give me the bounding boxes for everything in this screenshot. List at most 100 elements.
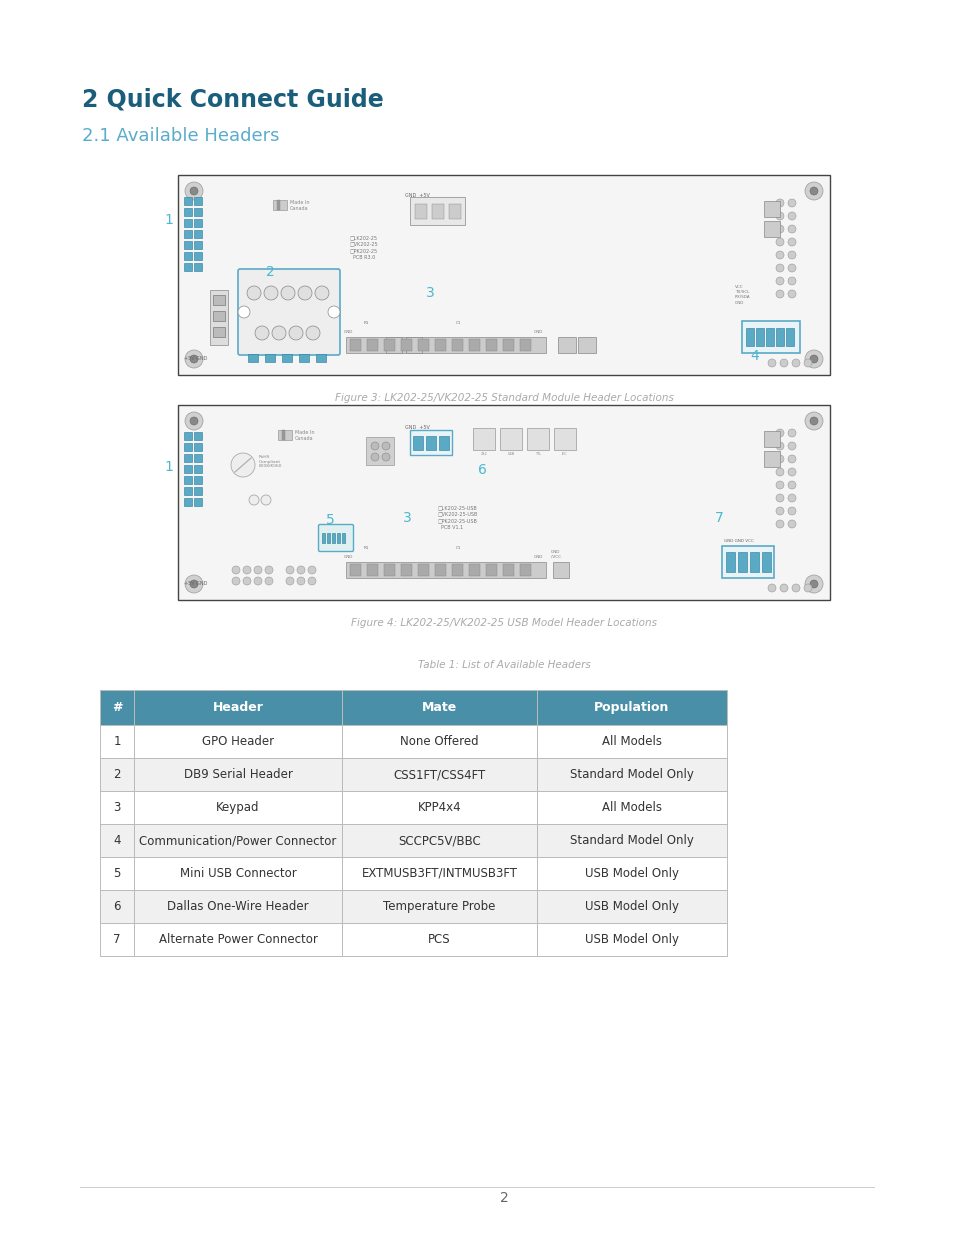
Text: EXTMUSB3FT/INTMUSB3FT: EXTMUSB3FT/INTMUSB3FT	[361, 867, 517, 881]
Bar	[100, 890, 133, 923]
Text: 2: 2	[113, 768, 121, 781]
Bar	[193, 241, 202, 249]
Bar	[775, 329, 783, 346]
Bar	[415, 204, 427, 219]
Text: Population: Population	[594, 701, 669, 714]
Bar	[193, 454, 202, 462]
Text: 2: 2	[266, 266, 274, 279]
Bar	[755, 329, 763, 346]
Circle shape	[809, 417, 817, 425]
Text: 3: 3	[113, 802, 121, 814]
Text: PCS: PCS	[428, 932, 451, 946]
Bar	[213, 327, 225, 337]
Bar	[741, 321, 800, 353]
Bar	[537, 725, 726, 758]
Text: □LK202-25
□VK202-25
□PK202-25
  PCB R3.0: □LK202-25 □VK202-25 □PK202-25 PCB R3.0	[350, 235, 378, 259]
Bar	[410, 198, 464, 225]
Circle shape	[265, 577, 273, 585]
Bar	[417, 338, 429, 351]
Bar	[193, 230, 202, 238]
Bar	[315, 354, 326, 362]
Bar	[100, 690, 133, 725]
Text: 4: 4	[113, 834, 121, 847]
Bar	[133, 890, 341, 923]
Bar	[193, 487, 202, 495]
Circle shape	[185, 576, 203, 593]
Circle shape	[787, 520, 795, 529]
Bar	[210, 290, 228, 345]
Bar	[721, 546, 773, 578]
Bar	[133, 857, 341, 890]
Bar	[100, 923, 133, 956]
Bar	[400, 564, 412, 576]
Bar	[473, 429, 495, 450]
Text: Standard Model Only: Standard Model Only	[570, 834, 693, 847]
Circle shape	[775, 520, 783, 529]
Text: 1: 1	[164, 459, 172, 474]
Circle shape	[775, 468, 783, 475]
Circle shape	[775, 480, 783, 489]
Circle shape	[791, 584, 800, 592]
Bar	[537, 824, 726, 857]
Text: 3: 3	[402, 511, 412, 525]
Circle shape	[286, 566, 294, 574]
Circle shape	[804, 182, 822, 200]
Circle shape	[247, 287, 261, 300]
Circle shape	[775, 199, 783, 207]
Text: 2 Quick Connect Guide: 2 Quick Connect Guide	[82, 86, 383, 111]
Text: 5: 5	[326, 513, 335, 527]
Circle shape	[185, 182, 203, 200]
Bar	[193, 432, 202, 440]
Circle shape	[232, 566, 240, 574]
Bar	[537, 857, 726, 890]
Bar	[432, 204, 443, 219]
Bar	[193, 198, 202, 205]
Bar	[322, 534, 325, 543]
Text: C1: C1	[456, 321, 461, 325]
Bar	[406, 337, 421, 353]
Circle shape	[254, 326, 269, 340]
Text: 7: 7	[113, 932, 121, 946]
Circle shape	[791, 359, 800, 367]
Text: GND: GND	[534, 555, 543, 559]
Circle shape	[787, 494, 795, 501]
Bar	[193, 207, 202, 216]
Circle shape	[371, 442, 378, 450]
Text: GND  +5V: GND +5V	[405, 193, 430, 198]
Circle shape	[775, 442, 783, 450]
Text: None Offered: None Offered	[399, 735, 478, 748]
Circle shape	[190, 354, 198, 363]
Text: Made In
Canada: Made In Canada	[290, 200, 309, 211]
Bar	[336, 534, 339, 543]
Text: Standard Model Only: Standard Model Only	[570, 768, 693, 781]
Circle shape	[286, 577, 294, 585]
Circle shape	[780, 584, 787, 592]
Circle shape	[787, 238, 795, 246]
Bar	[100, 824, 133, 857]
Text: CSS1FT/CSS4FT: CSS1FT/CSS4FT	[393, 768, 485, 781]
Bar	[499, 429, 521, 450]
Bar	[133, 758, 341, 790]
Circle shape	[775, 264, 783, 272]
Circle shape	[787, 225, 795, 233]
Bar	[184, 466, 192, 473]
Bar	[738, 552, 746, 572]
Circle shape	[190, 580, 198, 588]
Circle shape	[265, 566, 273, 574]
Circle shape	[809, 186, 817, 195]
Circle shape	[249, 495, 258, 505]
Text: SCCPC5V/BBC: SCCPC5V/BBC	[397, 834, 480, 847]
Bar	[763, 431, 780, 447]
Text: 6: 6	[477, 463, 486, 477]
Circle shape	[185, 350, 203, 368]
Bar	[554, 429, 576, 450]
Circle shape	[264, 287, 277, 300]
Bar	[282, 430, 285, 440]
Circle shape	[308, 577, 315, 585]
Circle shape	[243, 577, 251, 585]
Bar	[502, 338, 514, 351]
Bar	[400, 338, 412, 351]
Bar	[426, 436, 436, 450]
Circle shape	[232, 577, 240, 585]
Bar	[133, 725, 341, 758]
